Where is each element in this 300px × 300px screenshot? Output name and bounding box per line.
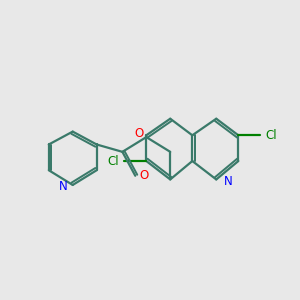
Text: N: N: [58, 180, 67, 193]
Text: O: O: [134, 127, 144, 140]
Text: N: N: [224, 175, 233, 188]
Text: Cl: Cl: [107, 154, 119, 167]
Text: Cl: Cl: [265, 129, 277, 142]
Text: O: O: [140, 169, 149, 182]
